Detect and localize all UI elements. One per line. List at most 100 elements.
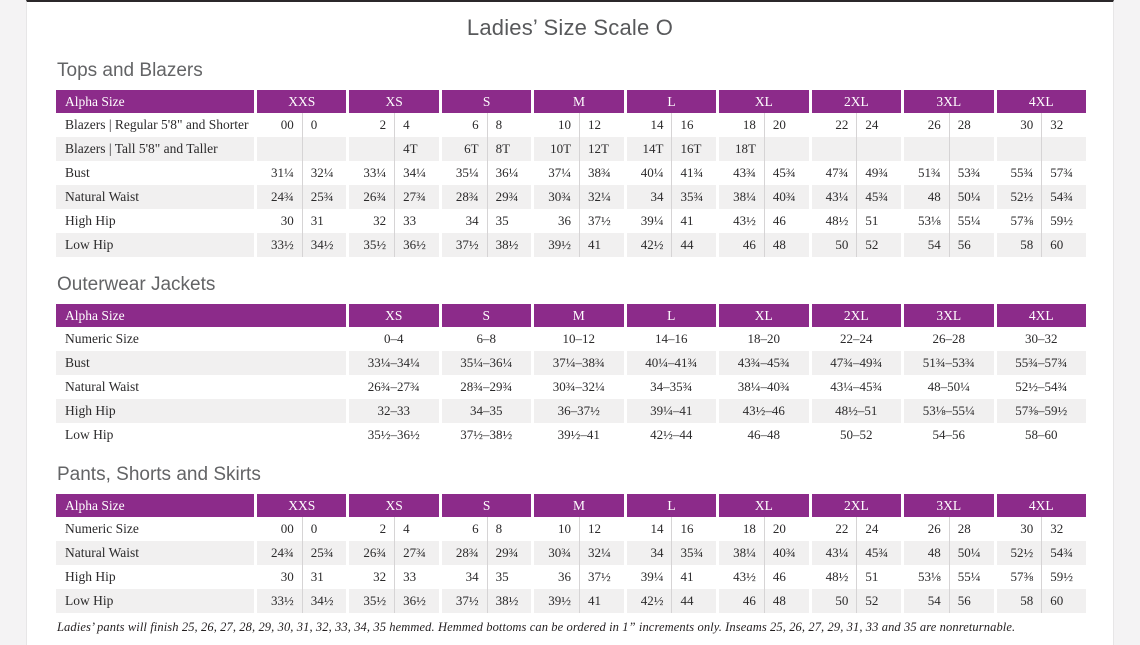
table-row: High Hip 30 31 32 33 34 35 36 37½ 39¼ 41 43½ 46 48½ 51… xyxy=(56,209,1086,233)
value-left: 33½ xyxy=(270,593,294,608)
value-cell: 43¾–45¾ xyxy=(719,351,809,375)
value-left: 34 xyxy=(465,569,479,584)
value-pair-cell: 24¾ 25¾ xyxy=(257,185,347,209)
value-right: 60 xyxy=(1041,233,1086,257)
value-cell: 58–60 xyxy=(996,423,1086,447)
value-left: 24¾ xyxy=(270,545,294,560)
row-label-cell: Numeric Size xyxy=(56,517,254,541)
value-pair-cell: 43¾ 45¾ xyxy=(719,161,809,185)
value-left: 14 xyxy=(650,521,664,536)
value-right: 12 xyxy=(579,113,624,137)
header-label-cell: Alpha Size xyxy=(56,494,254,517)
header-size-cell: XXS xyxy=(257,494,347,517)
value-cell: 43½–46 xyxy=(719,399,809,423)
value-cell: 28¾–29¾ xyxy=(441,375,531,399)
value-cell: 36–37½ xyxy=(534,399,624,423)
value-cell: 18–20 xyxy=(719,327,809,351)
value-right xyxy=(948,137,994,161)
value-right: 20 xyxy=(763,113,809,137)
value-right: 4T xyxy=(394,137,439,161)
value-pair-cell: 18 20 xyxy=(719,517,809,541)
value-right: 46 xyxy=(763,209,809,233)
value-pair-cell: 58 60 xyxy=(996,233,1086,257)
value-pair-cell: 14 16 xyxy=(626,517,717,541)
value-pair-cell: 48 50¼ xyxy=(904,185,994,209)
value-right xyxy=(763,137,809,161)
value-left: 30 xyxy=(280,213,294,228)
value-left: 53⅛ xyxy=(918,213,941,228)
value-left: 39¼ xyxy=(640,213,664,228)
value-left: 53⅛ xyxy=(918,569,941,584)
value-right: 51 xyxy=(856,565,901,589)
value-left: 48½ xyxy=(825,213,849,228)
value-left: 35½ xyxy=(363,237,387,252)
value-left: 48½ xyxy=(825,569,849,584)
value-right: 41 xyxy=(579,589,624,613)
header-size-cell: 3XL xyxy=(904,90,994,113)
value-right: 25¾ xyxy=(301,185,347,209)
value-right: 50¼ xyxy=(948,185,994,209)
value-right: 51 xyxy=(856,209,901,233)
value-pair-cell: 30 32 xyxy=(996,517,1086,541)
value-pair-cell: 10 12 xyxy=(534,517,624,541)
row-label-cell: Natural Waist xyxy=(56,185,254,209)
value-left: 51¾ xyxy=(918,165,941,180)
value-pair-cell: 39¼ 41 xyxy=(626,209,717,233)
value-right: 45¾ xyxy=(856,541,901,565)
header-size-cell: 2XL xyxy=(811,90,902,113)
value-pair-cell: 48½ 51 xyxy=(811,209,902,233)
value-left: 30 xyxy=(280,569,294,584)
value-pair-cell: 54 56 xyxy=(904,233,994,257)
value-left: 26¾ xyxy=(363,189,387,204)
value-right: 35¾ xyxy=(671,185,716,209)
value-right: 44 xyxy=(671,589,716,613)
value-left: 28¾ xyxy=(455,189,479,204)
value-left: 26 xyxy=(927,117,941,132)
value-cell: 55¾–57¾ xyxy=(996,351,1086,375)
value-pair-cell: 30 31 xyxy=(257,209,347,233)
value-cell: 22–24 xyxy=(811,327,901,351)
table-row: High Hip 32–33 34–35 36–37½ 39¼–41 43½–46 48½–… xyxy=(56,399,1086,423)
value-pair-cell: 00 0 xyxy=(257,113,347,137)
value-pair-cell: 42½ 44 xyxy=(626,589,717,613)
value-left: 10 xyxy=(558,521,572,536)
value-left: 35½ xyxy=(363,593,387,608)
table-row: Blazers | Tall 5'8" and Taller 4T 6T 8T 10T 1… xyxy=(56,137,1086,161)
value-left: 30 xyxy=(1020,117,1034,132)
value-cell: 35¼–36¼ xyxy=(441,351,531,375)
value-pair-cell: 53⅛ 55¼ xyxy=(904,565,994,589)
value-cell: 30–32 xyxy=(996,327,1086,351)
value-pair-cell: 38¼ 40¾ xyxy=(719,185,809,209)
value-right: 37½ xyxy=(579,209,624,233)
value-left: 6 xyxy=(472,117,479,132)
value-pair-cell: 55¾ 57¾ xyxy=(996,161,1086,185)
value-pair-cell: 46 48 xyxy=(719,589,809,613)
value-left: 2 xyxy=(379,117,387,132)
value-left: 28¾ xyxy=(455,545,479,560)
value-left: 39½ xyxy=(548,593,572,608)
section-title: Outerwear Jackets xyxy=(57,274,216,295)
value-cell: 48½–51 xyxy=(811,399,901,423)
value-pair-cell: 36 37½ xyxy=(534,565,624,589)
value-pair-cell: 26¾ 27¾ xyxy=(349,185,439,209)
value-pair-cell: 32 33 xyxy=(349,209,439,233)
value-left: 00 xyxy=(280,521,294,536)
value-left: 57⅜ xyxy=(1010,569,1034,584)
header-size-cell: XL xyxy=(719,90,809,113)
value-right: 54¾ xyxy=(1041,185,1086,209)
value-left xyxy=(812,137,857,161)
header-size-cell: M xyxy=(534,494,624,517)
value-pair-cell: 50 52 xyxy=(811,589,902,613)
value-pair-cell: 38¼ 40¾ xyxy=(719,541,809,565)
value-right: 55¼ xyxy=(948,209,994,233)
value-left: 10T xyxy=(550,141,572,156)
value-right: 38½ xyxy=(486,233,532,257)
row-label-cell: Natural Waist xyxy=(56,375,346,399)
value-right: 25¾ xyxy=(301,541,347,565)
value-left: 36 xyxy=(558,213,572,228)
value-pair-cell: 57⅜ 59½ xyxy=(996,209,1086,233)
table-row: Bust 31¼ 32¼ 33¼ 34¼ 35¼ 36¼ 37¼ 38¾ 40¼ 41¾ 43¾ 45¾… xyxy=(56,161,1086,185)
value-cell: 32–33 xyxy=(349,399,439,423)
value-left: 26¾ xyxy=(363,545,387,560)
